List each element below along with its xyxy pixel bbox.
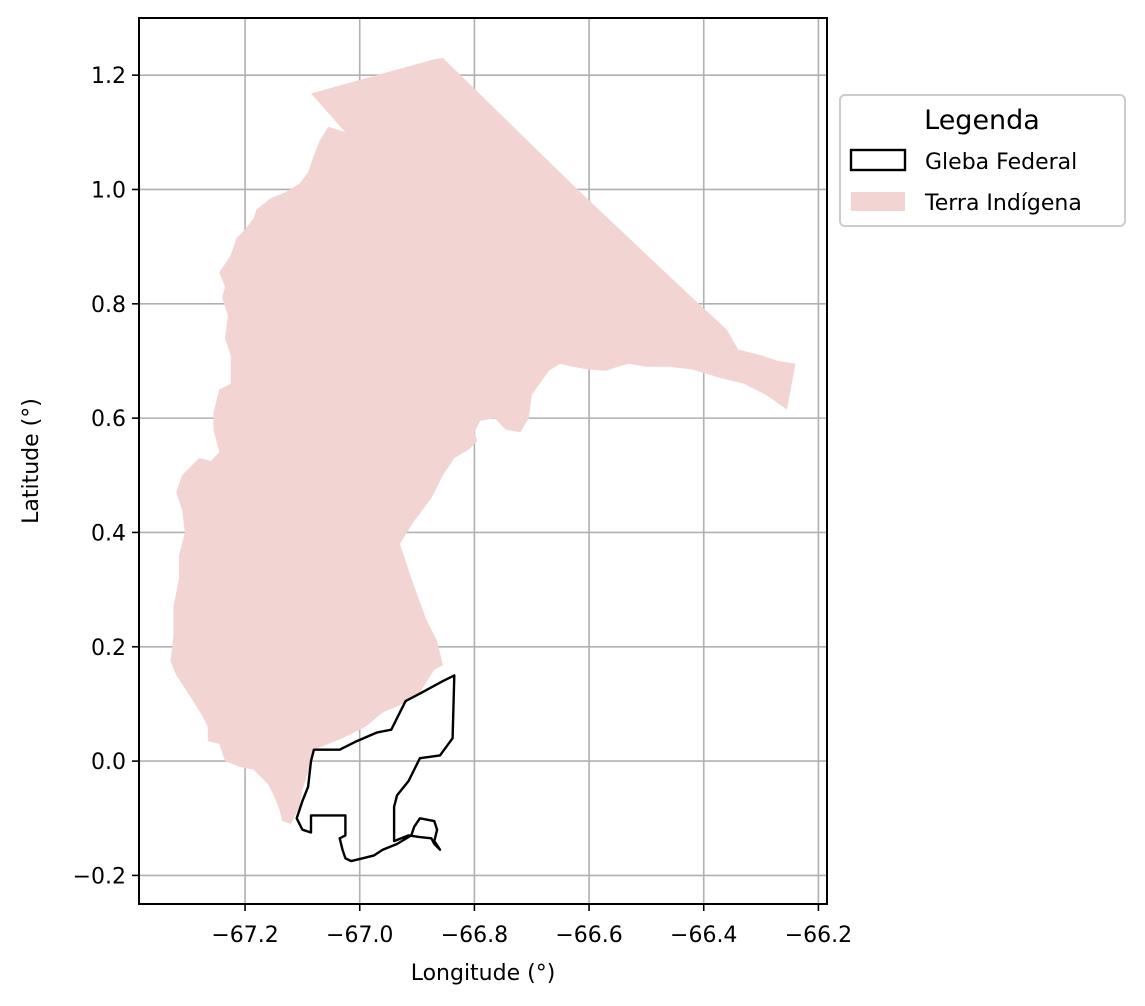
x-tick-label: −66.8 — [441, 923, 508, 948]
y-tick-label: 0.0 — [91, 750, 126, 775]
y-tick-label: 1.0 — [91, 178, 126, 203]
legend-label-gleba-federal: Gleba Federal — [925, 150, 1077, 175]
polygon-terra-indigena — [171, 58, 796, 824]
y-tick-label: 0.2 — [91, 636, 126, 661]
y-tick-label: 0.8 — [91, 293, 126, 318]
legend-label-terra-indigena: Terra Indígena — [924, 191, 1082, 216]
map-layers — [171, 58, 796, 861]
legend-swatch-terra-indigena — [851, 192, 905, 211]
y-tick-label: −0.2 — [73, 864, 126, 889]
y-tick-label: 0.4 — [91, 521, 126, 546]
x-tick-label: −66.6 — [555, 923, 622, 948]
y-tick-label: 1.2 — [91, 64, 126, 89]
x-tick-label: −66.2 — [785, 923, 852, 948]
y-axis-label: Latitude (°) — [19, 398, 44, 524]
x-tick-label: −66.4 — [670, 923, 737, 948]
y-tick-label: 0.6 — [91, 407, 126, 432]
legend: Legenda Gleba Federal Terra Indígena — [840, 95, 1125, 226]
legend-title: Legenda — [924, 105, 1040, 136]
x-tick-label: −67.2 — [211, 923, 278, 948]
x-tick-label: −67.0 — [326, 923, 393, 948]
x-axis-label: Longitude (°) — [411, 961, 556, 986]
